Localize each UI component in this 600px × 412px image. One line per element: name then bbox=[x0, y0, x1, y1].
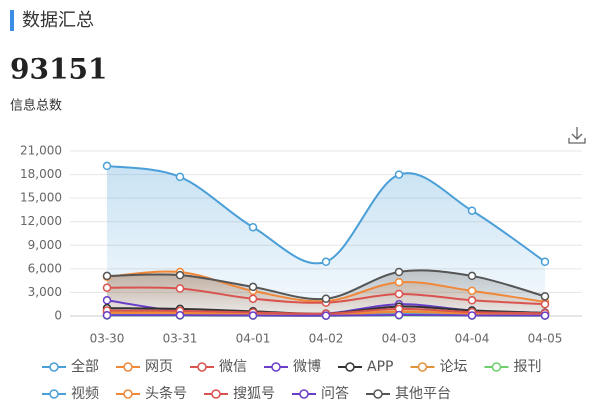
section-title: 数据汇总 bbox=[22, 10, 94, 31]
point bbox=[102, 296, 112, 305]
x-tick-label: 04-03 bbox=[382, 332, 417, 346]
legend-item[interactable]: 论坛 bbox=[410, 359, 467, 375]
legend-item[interactable]: 网页 bbox=[116, 359, 173, 375]
legend-item[interactable]: 微信 bbox=[190, 359, 247, 375]
x-tick-label: 03-31 bbox=[163, 332, 198, 346]
legend-item[interactable]: APP bbox=[338, 359, 393, 375]
legend-marker bbox=[123, 389, 133, 399]
point bbox=[321, 257, 331, 267]
legend-label: 微博 bbox=[293, 358, 321, 375]
point bbox=[540, 292, 550, 301]
legend-item[interactable]: 报刊 bbox=[484, 359, 541, 375]
legend-label: 视频 bbox=[71, 386, 99, 402]
legend-label: 头条号 bbox=[145, 385, 187, 402]
legend-item[interactable]: 视频 bbox=[42, 386, 99, 402]
legend-marker bbox=[49, 389, 59, 399]
point bbox=[394, 170, 404, 179]
legend-label: 全部 bbox=[71, 358, 99, 375]
title-bar bbox=[10, 10, 14, 31]
x-tick-label: 04-02 bbox=[309, 332, 344, 346]
point bbox=[102, 283, 112, 292]
point bbox=[248, 311, 258, 320]
legend-item[interactable]: 全部 bbox=[42, 358, 99, 375]
point bbox=[540, 257, 550, 267]
legend-marker bbox=[271, 362, 281, 372]
x-tick-label: 04-01 bbox=[236, 332, 271, 346]
legend-marker bbox=[49, 362, 59, 372]
legend-label: 论坛 bbox=[439, 359, 467, 375]
legend-label: 网页 bbox=[145, 359, 173, 375]
legend-item[interactable]: 问答 bbox=[292, 385, 349, 402]
y-tick-label: 6,000 bbox=[28, 261, 62, 275]
x-tick-label: 04-04 bbox=[455, 332, 490, 346]
point bbox=[102, 271, 112, 281]
point bbox=[321, 311, 331, 320]
y-tick-label: 12,000 bbox=[20, 214, 62, 228]
point bbox=[394, 277, 404, 287]
point bbox=[540, 311, 550, 320]
point bbox=[467, 311, 477, 320]
point bbox=[467, 271, 477, 281]
point bbox=[467, 286, 477, 296]
point bbox=[394, 289, 404, 299]
legend-marker bbox=[299, 389, 309, 399]
point bbox=[102, 161, 112, 171]
legend-item[interactable]: 搜狐号 bbox=[204, 386, 275, 402]
point bbox=[175, 270, 185, 280]
point bbox=[175, 172, 185, 182]
download-button[interactable] bbox=[568, 127, 586, 144]
y-tick-label: 3,000 bbox=[28, 285, 62, 299]
point bbox=[248, 282, 258, 292]
legend-label: 问答 bbox=[321, 385, 349, 402]
x-tick-label: 04-05 bbox=[528, 332, 563, 346]
y-tick-label: 0 bbox=[54, 309, 62, 323]
legend-item[interactable]: 微博 bbox=[264, 358, 321, 375]
point bbox=[175, 284, 185, 293]
point bbox=[467, 206, 477, 215]
legend-marker bbox=[417, 362, 428, 372]
y-tick-label: 15,000 bbox=[20, 191, 62, 205]
legend-item[interactable]: 其他平台 bbox=[366, 386, 451, 402]
chart: 0 3,000 6,000 9,000 12,000 15,000 18,000 21,000… bbox=[20, 144, 582, 402]
point bbox=[248, 294, 258, 303]
legend-label: 搜狐号 bbox=[233, 386, 275, 402]
legend-marker bbox=[123, 362, 133, 372]
point bbox=[321, 294, 331, 303]
y-tick-label: 21,000 bbox=[20, 144, 62, 158]
legend-marker bbox=[211, 389, 221, 399]
legend-marker bbox=[491, 362, 502, 372]
point bbox=[394, 310, 404, 320]
legend-label: 报刊 bbox=[513, 359, 541, 375]
point bbox=[540, 299, 550, 309]
total-count: 93151 bbox=[10, 53, 107, 86]
legend-label: APP bbox=[367, 359, 393, 375]
area bbox=[107, 270, 545, 316]
legend-item[interactable]: 头条号 bbox=[116, 385, 187, 402]
point bbox=[248, 222, 258, 232]
legend-label: 微信 bbox=[219, 359, 247, 375]
legend-marker bbox=[373, 389, 383, 399]
point bbox=[175, 311, 185, 320]
point bbox=[102, 310, 112, 320]
y-tick-label: 18,000 bbox=[20, 167, 62, 181]
x-tick-label: 03-30 bbox=[90, 332, 125, 346]
point bbox=[394, 267, 404, 277]
legend-label: 其他平台 bbox=[395, 386, 451, 402]
legend-marker bbox=[197, 362, 207, 372]
total-label: 信息总数 bbox=[10, 98, 62, 114]
point bbox=[467, 296, 477, 305]
legend-marker bbox=[345, 362, 355, 372]
y-tick-label: 9,000 bbox=[28, 238, 62, 252]
